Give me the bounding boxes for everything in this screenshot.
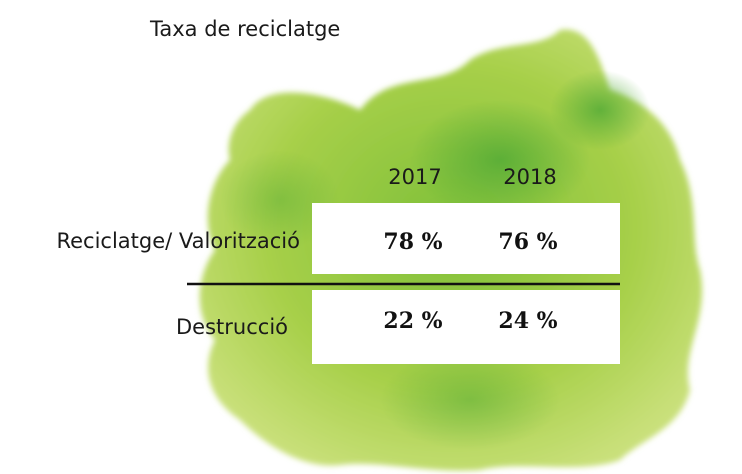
column-header: 2017 — [388, 165, 441, 189]
row-box — [312, 203, 620, 274]
row-label: Destrucció — [176, 315, 288, 339]
title: Taxa de reciclatge — [149, 17, 340, 41]
row-box — [312, 290, 620, 364]
cell: 78 % — [383, 229, 442, 255]
cell: 76 % — [498, 229, 557, 255]
row-label: Reciclatge/ Valorització — [56, 229, 300, 253]
cell: 24 % — [498, 308, 557, 334]
cell: 22 % — [383, 308, 442, 334]
column-header: 2018 — [503, 165, 556, 189]
